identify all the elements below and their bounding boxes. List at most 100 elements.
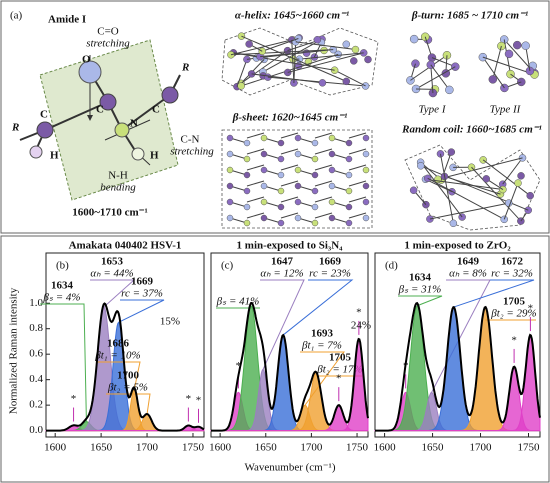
peak-position: 1705 xyxy=(503,296,526,308)
atom xyxy=(482,175,491,183)
peak-position: 1653 xyxy=(101,256,124,268)
bond xyxy=(471,166,522,222)
atom xyxy=(294,182,302,190)
bond xyxy=(280,132,299,139)
atom xyxy=(311,139,319,147)
total-fit xyxy=(46,302,205,432)
atom xyxy=(328,182,336,190)
atom xyxy=(226,182,234,190)
atom xyxy=(237,82,245,90)
peak-position: 1634 xyxy=(409,272,432,284)
bond xyxy=(280,164,299,171)
atom xyxy=(260,166,268,174)
atom xyxy=(311,171,319,179)
panel-a-title: Amide I xyxy=(48,14,86,26)
bond xyxy=(280,196,299,203)
peak-position: 1672 xyxy=(501,256,524,268)
atom-c xyxy=(36,121,54,139)
bond xyxy=(251,73,323,84)
bond xyxy=(482,56,505,89)
panel-label: (c) xyxy=(221,260,234,272)
bond xyxy=(314,180,333,187)
atom xyxy=(311,187,319,195)
bond xyxy=(236,59,248,87)
bond xyxy=(246,212,265,219)
atom xyxy=(277,139,285,147)
atom xyxy=(243,155,251,163)
atom xyxy=(277,187,285,195)
bond xyxy=(437,157,523,180)
atom xyxy=(362,134,370,142)
total-fit xyxy=(211,301,369,432)
bond xyxy=(240,50,288,84)
atom-label: R xyxy=(181,62,189,74)
bond xyxy=(230,39,292,56)
asterisk: * xyxy=(511,334,517,346)
atom-label: C xyxy=(96,104,104,116)
bond xyxy=(246,148,265,155)
amide-plane xyxy=(39,39,179,201)
peak xyxy=(210,338,369,432)
atom xyxy=(243,139,251,147)
group-annotation: 24% xyxy=(351,320,371,332)
atom xyxy=(226,166,234,174)
bond xyxy=(348,180,367,187)
atom xyxy=(512,40,522,50)
mode-label: C=O xyxy=(97,26,119,38)
atom xyxy=(350,57,358,65)
structure-label: α-helix: 1645~1660 cm⁻¹ xyxy=(235,10,349,22)
y-tick-label: 0.4 xyxy=(29,373,43,385)
structure-outline xyxy=(221,27,379,96)
atom xyxy=(311,155,319,163)
mode-label: stretching xyxy=(86,38,130,50)
atom xyxy=(362,198,370,206)
bond xyxy=(314,148,333,155)
asterisk: * xyxy=(336,373,342,385)
bond xyxy=(334,69,366,87)
atom xyxy=(521,41,530,50)
peak-position: 1705 xyxy=(329,352,352,364)
atom xyxy=(328,198,336,206)
leader xyxy=(398,295,443,307)
bond xyxy=(482,159,531,197)
bond xyxy=(246,132,265,139)
structure-label: Type II xyxy=(490,104,522,116)
bond xyxy=(420,161,463,218)
bond xyxy=(314,196,333,203)
atom xyxy=(243,203,251,211)
bond xyxy=(525,45,531,72)
plot-frame xyxy=(45,252,205,438)
structure-label: Type I xyxy=(419,104,447,116)
atom-h xyxy=(29,145,43,159)
bond xyxy=(280,212,299,219)
asterisk: * xyxy=(528,303,534,315)
bond xyxy=(246,196,265,203)
atom xyxy=(409,34,419,44)
x-tick-label: 1750 xyxy=(517,442,540,454)
bond xyxy=(439,153,454,224)
bond xyxy=(314,212,333,219)
structure-label: β-sheet: 1620~1645 cm⁻¹ xyxy=(232,112,348,124)
peak-fraction: rc = 23% xyxy=(309,268,351,280)
atom xyxy=(277,203,285,211)
structure-label: Random coil: 1660~1685 cm⁻¹ xyxy=(401,124,542,136)
atom xyxy=(342,40,351,49)
atom xyxy=(277,155,285,163)
structure-label: β-turn: 1685 ~ 1710 cm⁻¹ xyxy=(411,10,528,22)
range-label: 1600~1710 cm⁻¹ xyxy=(72,207,148,219)
bond xyxy=(503,182,519,220)
bond xyxy=(348,212,367,219)
bond xyxy=(262,38,299,52)
x-tick-label: 1650 xyxy=(255,442,278,454)
bond xyxy=(427,177,505,220)
atom xyxy=(260,150,268,158)
atom xyxy=(318,79,327,87)
y-axis-label: Normalized Raman intensity xyxy=(8,287,20,414)
mode-label: stretching xyxy=(170,146,214,158)
leader xyxy=(106,393,151,415)
atom xyxy=(277,219,285,227)
peak-position: 1669 xyxy=(319,256,342,268)
total-fit xyxy=(375,301,541,432)
atom xyxy=(345,139,353,147)
atom xyxy=(351,45,360,54)
